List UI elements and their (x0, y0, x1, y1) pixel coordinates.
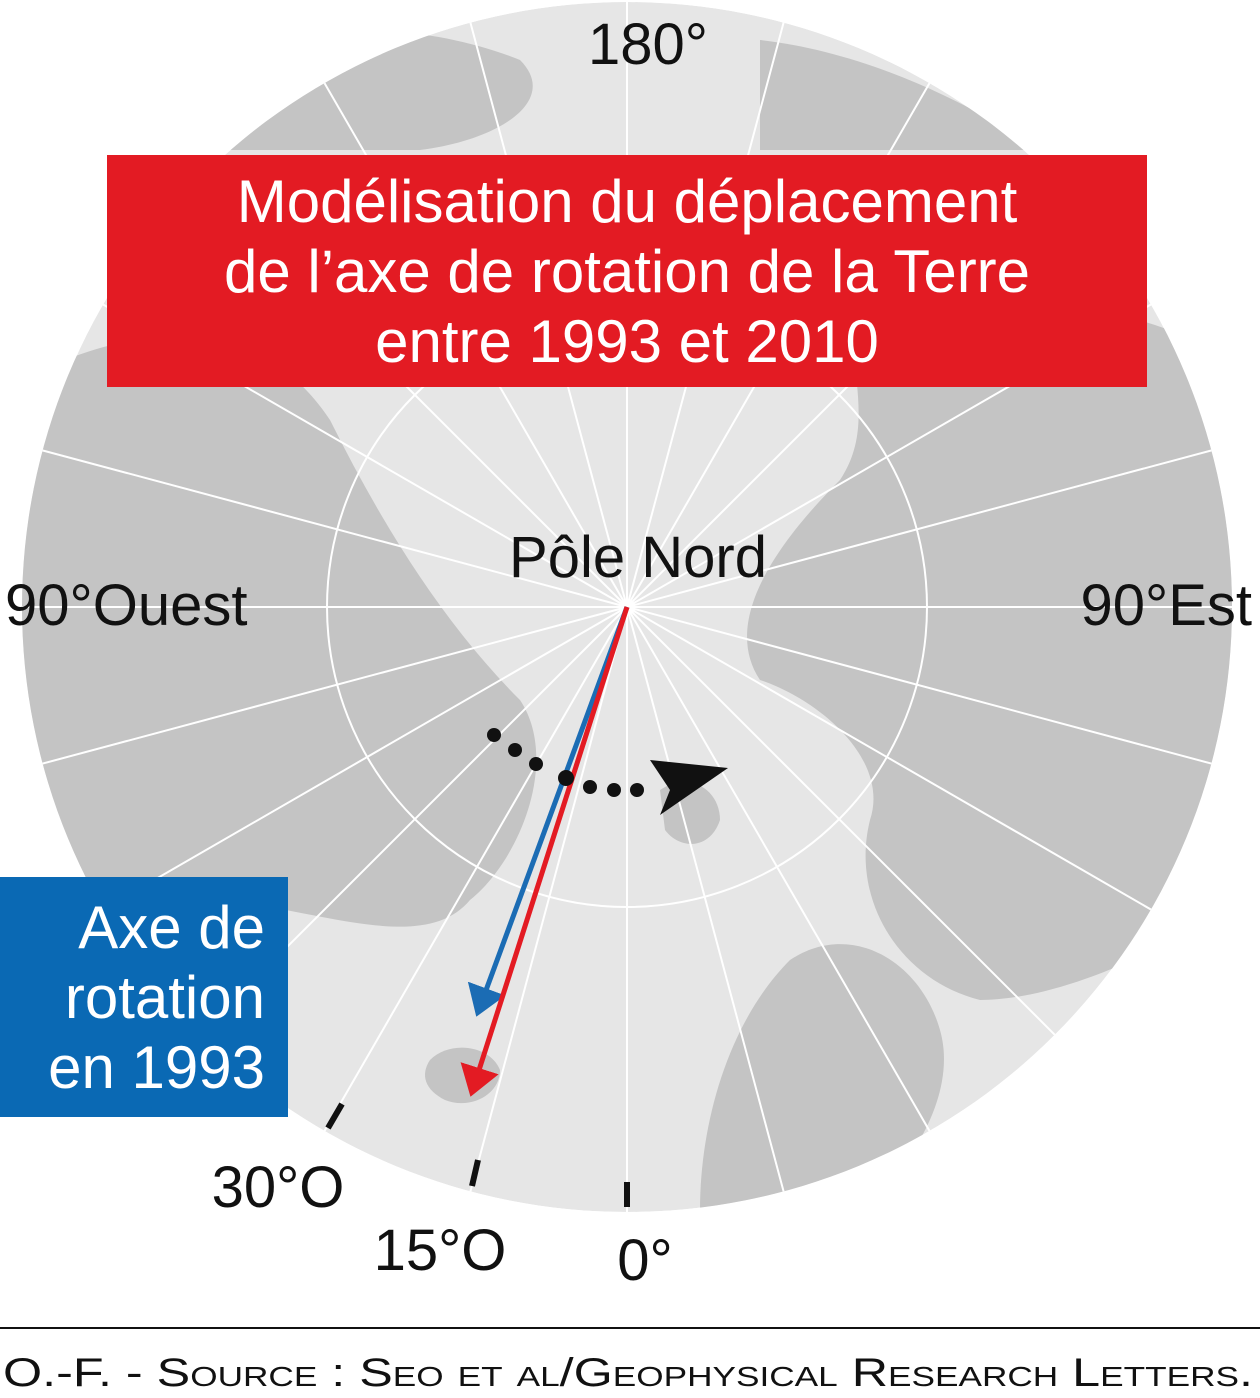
drift-path (487, 728, 728, 815)
legend-line: rotation (65, 964, 265, 1031)
title-line: de l’axe de rotation de la Terre (224, 238, 1030, 305)
axis-2010 (460, 606, 630, 1097)
axis-1993 (467, 606, 630, 1017)
label-east: 90°Est (1080, 573, 1252, 638)
legend-box (0, 877, 288, 1117)
label-15w: 15°O (374, 1218, 507, 1283)
legend-line: Axe de (78, 894, 265, 961)
longitude-ticks (325, 1102, 630, 1207)
source: O.-F. - Source : Seo et al/Geophysical R… (3, 1351, 1253, 1395)
label-west: 90°Ouest (5, 573, 247, 638)
label-180: 180° (588, 12, 708, 77)
title: Modélisation du déplacement de l’axe de … (224, 168, 1030, 375)
label-pole: Pôle Nord (509, 525, 767, 590)
label-0: 0° (617, 1228, 672, 1293)
land (22, 30, 1232, 1210)
title-line: entre 1993 et 2010 (375, 308, 879, 375)
title-line: Modélisation du déplacement (237, 168, 1018, 235)
legend-line: en 1993 (48, 1034, 265, 1101)
title-box (107, 155, 1147, 387)
label-30w: 30°O (212, 1155, 345, 1220)
